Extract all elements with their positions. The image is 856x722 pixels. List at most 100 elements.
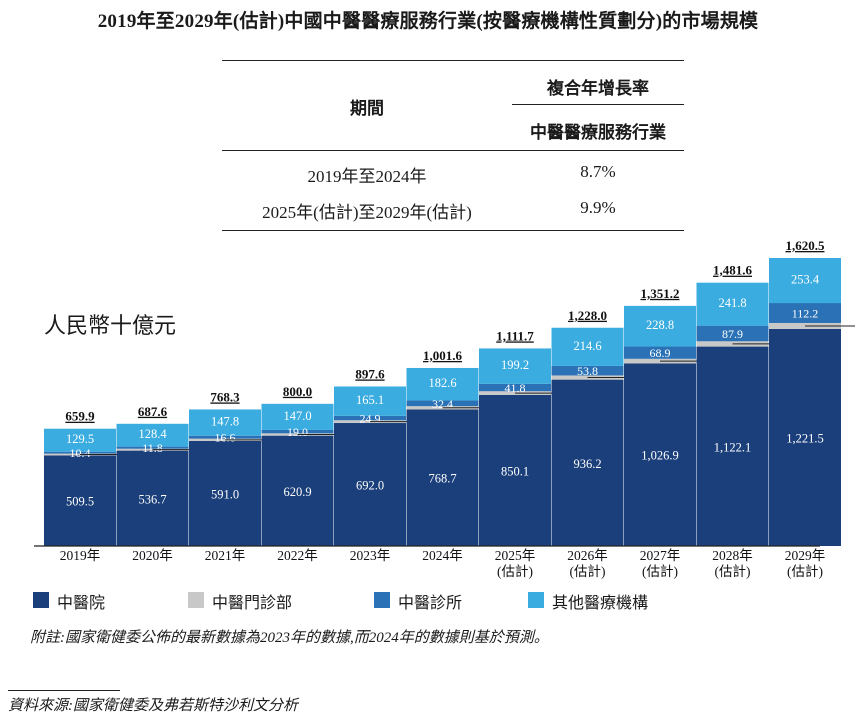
cagr-value: 8.7%	[580, 162, 616, 181]
legend-swatch-hospital	[33, 592, 49, 608]
table-rule-header	[222, 150, 684, 151]
total-label: 1,111.7	[496, 328, 534, 343]
total-label: 897.6	[355, 366, 385, 381]
data-label: 10.4	[70, 446, 91, 460]
table-rule-bottom	[222, 230, 684, 231]
data-label: 253.4	[791, 273, 820, 287]
data-label: 536.7	[138, 492, 166, 506]
bar-segment	[551, 365, 624, 376]
stacked-bar-chart: 509.510.4129.510.5659.92019年536.711.8128…	[34, 238, 855, 579]
bar-segment	[696, 282, 769, 326]
bar-segment	[261, 403, 334, 430]
table-rule-mid	[512, 104, 684, 105]
bar-segment	[479, 348, 551, 384]
x-tick-label: 2029年	[785, 548, 826, 563]
period-header: 期間	[350, 99, 384, 118]
data-label: 936.2	[573, 457, 601, 471]
data-label: 128.4	[138, 427, 167, 441]
x-tick-label: 2019年	[60, 548, 101, 563]
data-label: 147.8	[211, 415, 239, 429]
legend-label-clinic: 中醫診所	[398, 595, 463, 612]
legend-swatch-clinic	[374, 592, 390, 608]
bar-segment	[116, 423, 189, 447]
data-label: 1,026.9	[641, 449, 679, 463]
footnote: 附註:國家衛健委公佈的最新數據為2023年的數據,而2024年的數據則基於預測。	[30, 630, 549, 646]
bar-segment	[479, 383, 551, 392]
industry-header: 中醫醫療服務行業	[530, 123, 666, 142]
data-label: 147.0	[283, 409, 311, 423]
data-label: 129.5	[66, 432, 94, 446]
bar-segment	[189, 435, 261, 439]
source-note: 資料來源:國家衛健委及弗若斯特沙利文分析	[8, 698, 298, 714]
data-label: 692.0	[356, 479, 384, 493]
data-label: 1,122.1	[714, 440, 752, 454]
cagr-value: 9.9%	[580, 198, 616, 217]
bar-segment	[769, 303, 841, 323]
bar-segment	[261, 435, 334, 546]
legend-swatch-other	[528, 592, 544, 608]
data-label: 591.0	[211, 487, 239, 501]
bar-segment	[551, 327, 624, 366]
cagr-header: 複合年增長率	[547, 79, 649, 98]
data-label: 24.9	[360, 412, 381, 426]
x-tick-label: 2024年	[422, 548, 463, 563]
bar-segment	[769, 258, 841, 304]
x-tick-label: 2027年	[640, 548, 681, 563]
data-label: 850.1	[501, 464, 529, 478]
bar-segment	[406, 409, 479, 546]
total-label: 800.0	[283, 384, 312, 399]
bar-segment	[624, 363, 696, 546]
bar-segment	[769, 328, 841, 546]
x-tick-label: (估計)	[715, 564, 751, 579]
data-label: 32.4	[432, 397, 453, 411]
total-label: 768.3	[210, 389, 240, 404]
bar-segment	[624, 305, 696, 347]
bar-segment	[551, 379, 624, 546]
data-label: 19.0	[287, 425, 308, 439]
data-label: 768.7	[428, 472, 456, 486]
cagr-period: 2019年至2024年	[307, 167, 427, 186]
total-label: 1,351.2	[641, 286, 680, 301]
x-tick-label: (估計)	[570, 564, 606, 579]
legend-label-other: 其他醫療機構	[552, 595, 649, 612]
data-label: 112.2	[792, 307, 819, 321]
data-label: 53.8	[577, 364, 598, 378]
data-label: 87.9	[722, 327, 743, 341]
source-rule	[8, 690, 120, 691]
data-label: 214.6	[573, 339, 601, 353]
total-label: 1,620.5	[786, 238, 826, 253]
data-label: 620.9	[283, 485, 311, 499]
x-tick-label: (估計)	[787, 564, 823, 579]
bar-segment	[116, 446, 189, 449]
bar-segment	[189, 440, 261, 546]
cagr-row: 2019年至2024年 8.7%	[222, 162, 684, 186]
data-label: 241.8	[718, 296, 746, 310]
bar-segment	[406, 367, 479, 401]
chart-title: 2019年至2029年(估計)中國中醫醫療服務行業(按醫療機構性質劃分)的市場規…	[97, 11, 759, 32]
bar-segment	[44, 451, 116, 454]
unit-label: 人民幣十億元	[44, 313, 177, 338]
data-label: 165.1	[356, 393, 384, 407]
data-label: 509.5	[66, 495, 94, 509]
bar-segment	[116, 450, 189, 546]
data-label: 199.2	[501, 358, 529, 372]
x-tick-label: 2021年	[205, 548, 246, 563]
data-label: 16.6	[215, 431, 236, 445]
data-label: 41.8	[505, 381, 526, 395]
data-label: 228.8	[646, 318, 674, 332]
bar-segment	[189, 409, 261, 436]
cagr-period: 2025年(估計)至2029年(估計)	[262, 203, 472, 222]
data-label: 182.6	[428, 376, 456, 390]
x-tick-label: 2022年	[277, 548, 318, 563]
bar-segment	[696, 346, 769, 546]
bar-segment	[334, 423, 406, 546]
x-tick-label: 2028年	[712, 548, 753, 563]
total-label: 1,481.6	[713, 263, 753, 278]
bar-segment	[696, 325, 769, 342]
table-rule-top	[222, 60, 684, 61]
x-tick-label: 2026年	[567, 548, 608, 563]
x-tick-label: 2020年	[132, 548, 173, 563]
bar-segment	[44, 455, 116, 546]
total-label: 1,228.0	[568, 308, 607, 323]
total-label: 1,001.6	[423, 348, 463, 363]
